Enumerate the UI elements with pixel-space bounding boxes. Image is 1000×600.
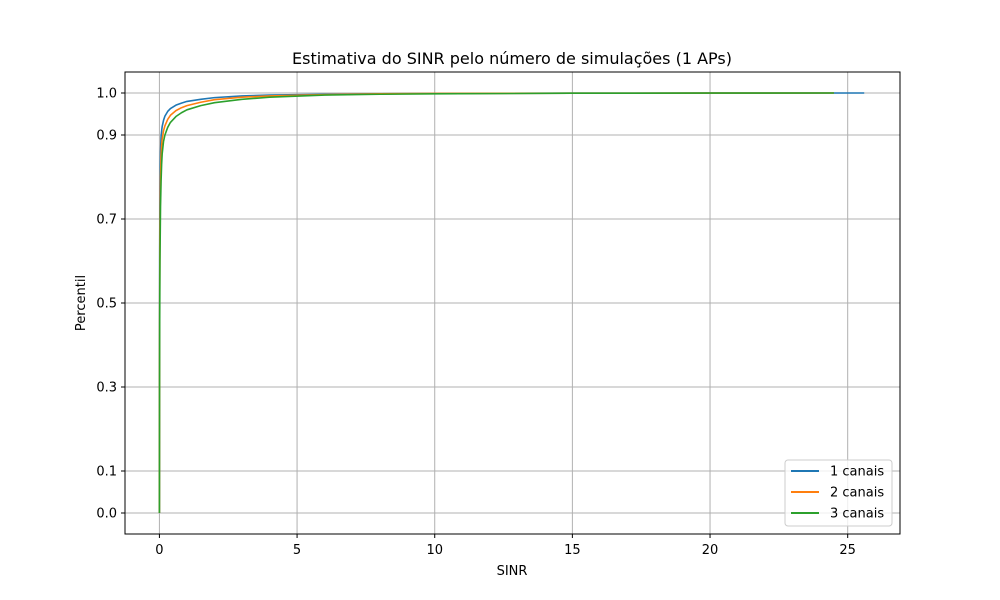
legend: 1 canais 2 canais 3 canais <box>784 459 893 527</box>
y-tick-label: 0.0 <box>96 507 117 522</box>
y-tick-label: 1.0 <box>96 87 117 102</box>
x-tick-label: 15 <box>564 543 581 558</box>
x-tick-label: 5 <box>293 543 301 558</box>
y-axis-label: Percentil <box>74 275 89 331</box>
y-tick-label: 0.9 <box>96 129 117 144</box>
y-tick-label: 0.1 <box>96 465 117 480</box>
series-layer <box>158 92 865 514</box>
x-tick-label: 25 <box>839 543 856 558</box>
series-line-3 <box>158 92 834 514</box>
legend-label-1: 1 canais <box>830 465 884 480</box>
y-tick-label: 0.5 <box>96 297 117 312</box>
y-tick-label: 0.3 <box>96 381 117 396</box>
x-tick-label: 10 <box>426 543 443 558</box>
x-tick-label: 20 <box>702 543 719 558</box>
x-tick-label: 0 <box>155 543 163 558</box>
x-axis-label: SINR <box>497 564 528 579</box>
legend-items: 1 canais 2 canais 3 canais <box>791 465 884 522</box>
legend-box <box>784 459 893 527</box>
grid-layer <box>125 72 900 534</box>
y-tick-label: 0.7 <box>96 213 117 228</box>
tick-layer: 0 5 10 15 20 25 0.0 0.1 0.3 0.5 0.7 0.9 1.0 <box>96 87 856 559</box>
chart-title: Estimativa do SINR pelo número de simula… <box>292 49 732 68</box>
legend-label-2: 2 canais <box>830 486 884 501</box>
legend-label-3: 3 canais <box>830 507 884 522</box>
